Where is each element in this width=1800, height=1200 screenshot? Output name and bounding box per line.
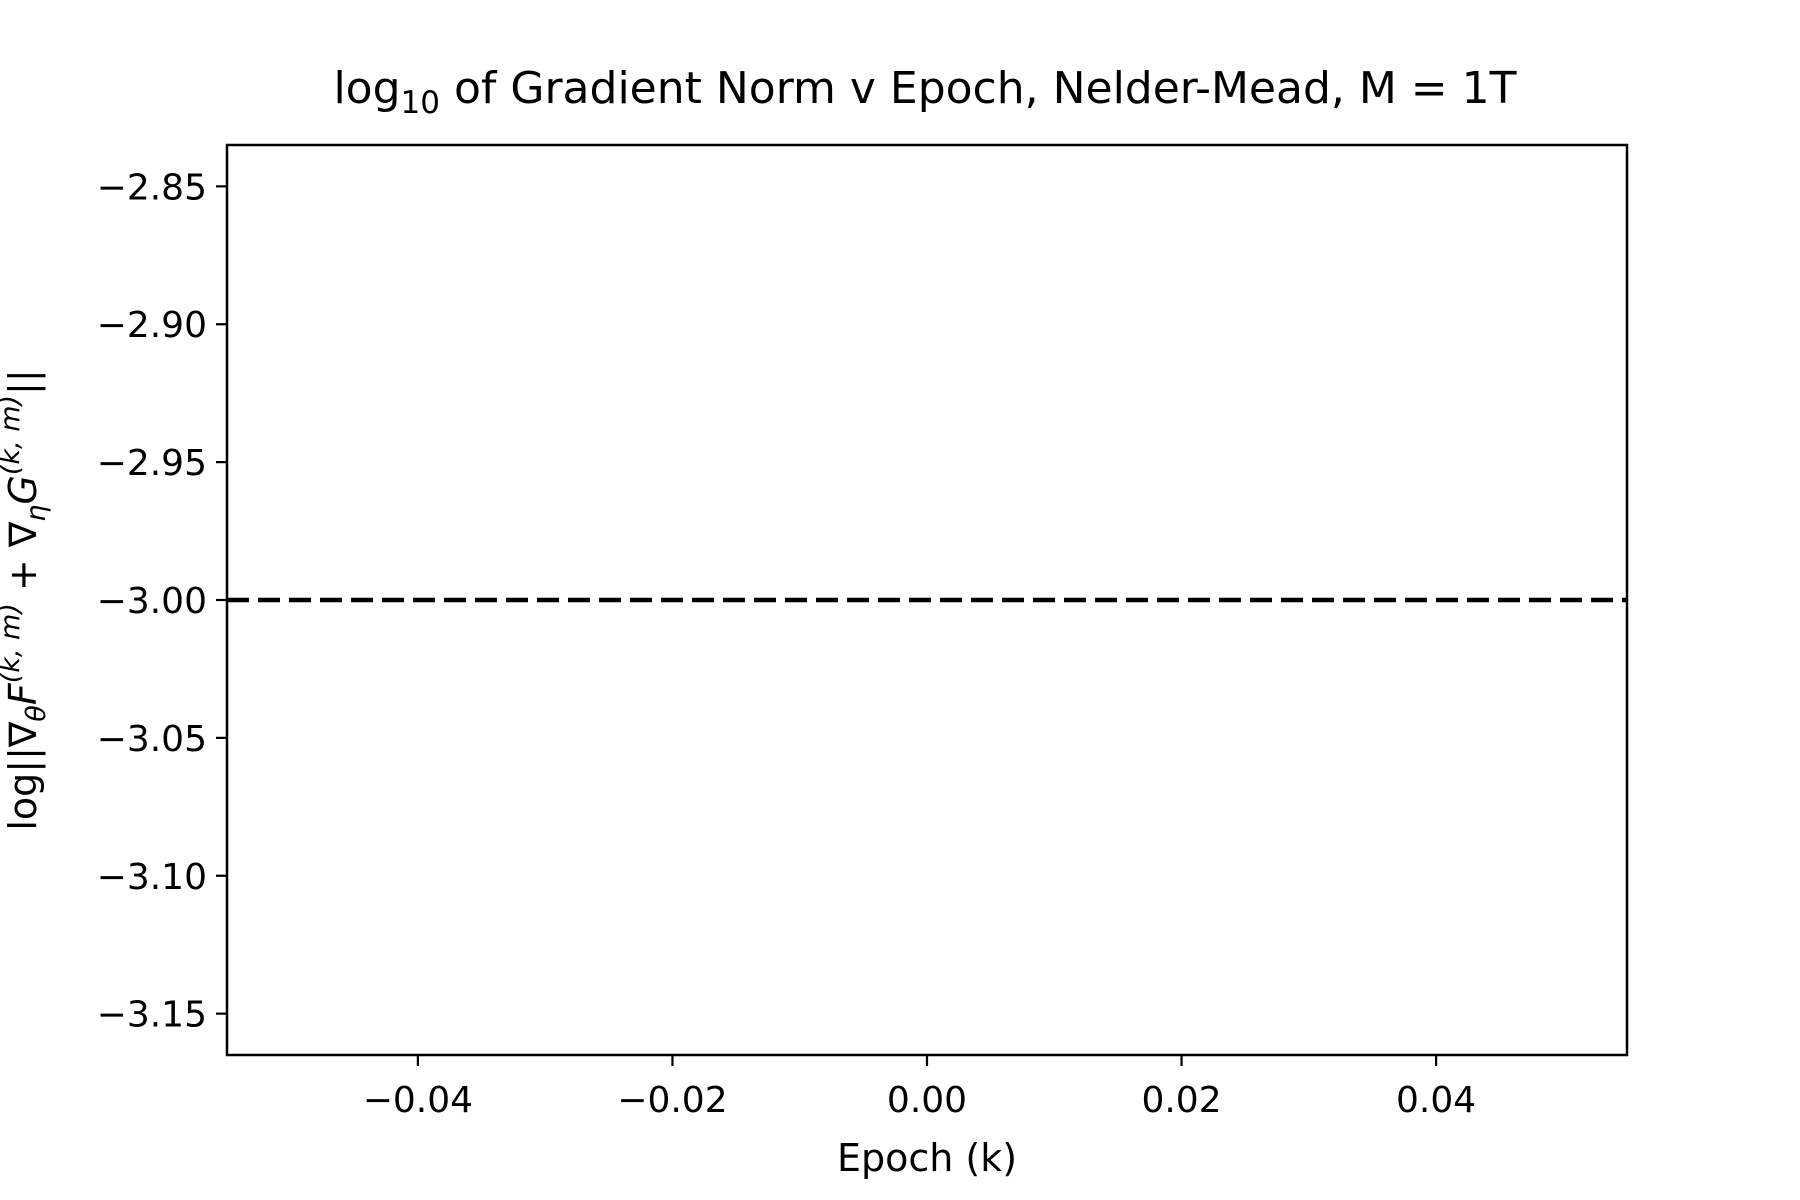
title-prefix: log — [333, 63, 400, 114]
y-axis-label-part: || — [1, 369, 46, 395]
y-tick-label: −3.05 — [97, 719, 207, 760]
y-axis-label-part: (k, m) — [0, 395, 26, 475]
y-axis-label-part: G — [1, 475, 45, 504]
x-tick-label: 0.02 — [1141, 1080, 1221, 1121]
y-tick-label: −2.90 — [97, 305, 207, 346]
plot-area-frame — [225, 143, 1629, 1057]
title-subscript: 10 — [401, 85, 440, 121]
y-axis-label-part: θ — [21, 705, 52, 722]
x-tick-label: −0.02 — [617, 1080, 727, 1121]
y-axis-label-part: η — [21, 505, 52, 522]
y-tick-label: −2.95 — [97, 443, 207, 484]
y-tick-label: −3.10 — [97, 857, 207, 898]
x-axis-ticks: −0.04 −0.02 0.00 0.02 0.04 — [363, 1055, 1476, 1121]
chart-title: log10 of Gradient Norm v Epoch, Nelder-M… — [333, 63, 1516, 121]
y-axis-label-text: log||∇θF(k, m) + ∇ηG(k, m)|| — [0, 369, 52, 830]
y-axis-label-part: (k, m) — [0, 603, 26, 683]
y-tick-label: −3.00 — [97, 581, 207, 622]
y-axis-label-part: + — [1, 547, 45, 603]
y-axis-label-part: F — [1, 682, 45, 705]
y-axis-ticks: −2.85 −2.90 −2.95 −3.00 −3.05 −3.10 −3.15 — [97, 167, 227, 1036]
x-tick-label: 0.00 — [887, 1080, 967, 1121]
y-axis-label-part: log|| — [1, 747, 46, 831]
y-tick-label: −2.85 — [97, 167, 207, 208]
y-axis-label: log||∇θF(k, m) + ∇ηG(k, m)|| — [0, 369, 52, 830]
x-axis-label: Epoch (k) — [837, 1136, 1017, 1180]
title-rest: of Gradient Norm v Epoch, Nelder-Mead, M… — [440, 63, 1517, 114]
y-axis-label-part: ∇ — [1, 521, 45, 548]
y-axis-label-part: ∇ — [1, 721, 45, 748]
x-tick-label: −0.04 — [363, 1080, 473, 1121]
y-tick-label: −3.15 — [97, 995, 207, 1036]
x-tick-label: 0.04 — [1396, 1080, 1476, 1121]
